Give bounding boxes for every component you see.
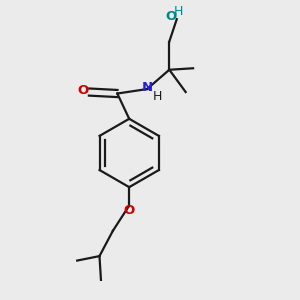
Text: H: H: [153, 90, 162, 103]
Text: O: O: [77, 84, 88, 97]
Text: N: N: [142, 81, 153, 94]
Text: O: O: [124, 204, 135, 218]
Text: H: H: [173, 5, 183, 18]
Text: O: O: [166, 10, 177, 23]
